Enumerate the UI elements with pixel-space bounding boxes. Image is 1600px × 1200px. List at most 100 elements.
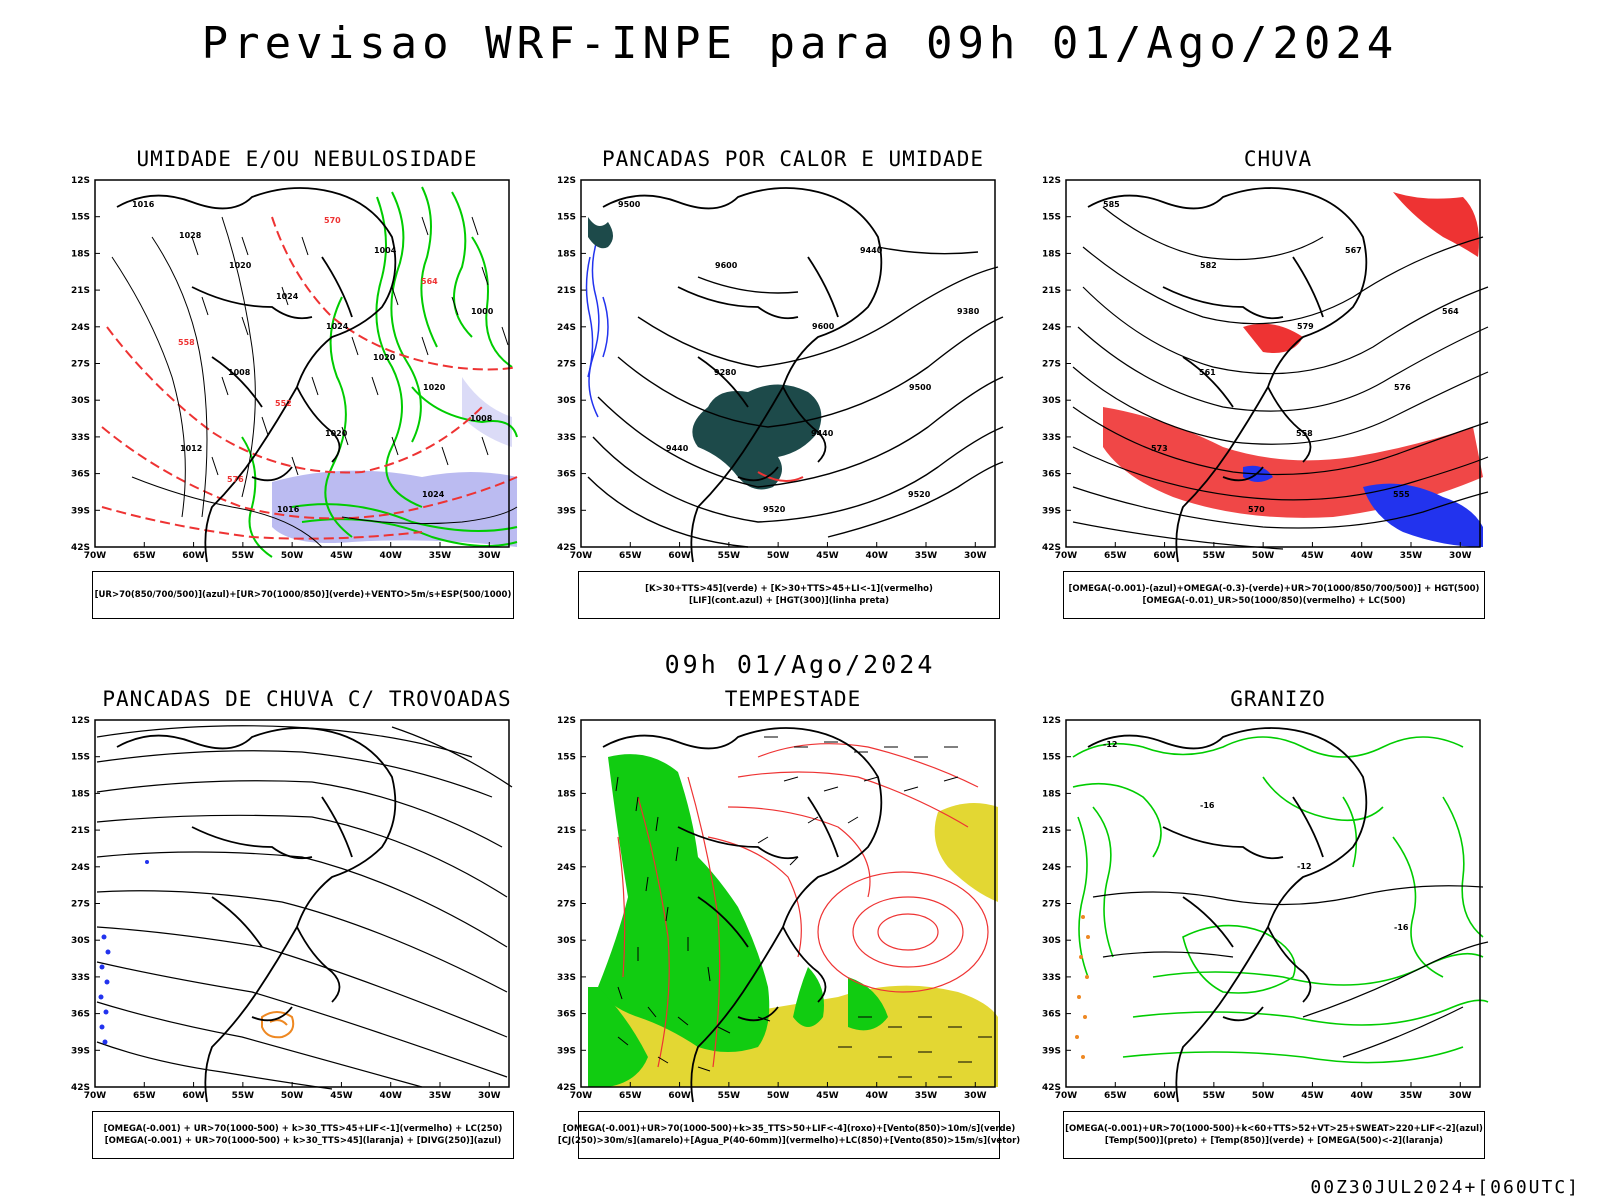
lon-tick-label: 60W bbox=[1153, 551, 1176, 561]
contour-label: 1000 bbox=[471, 307, 494, 316]
contour-label: 582 bbox=[1200, 261, 1217, 270]
lon-tick-label: 40W bbox=[1350, 1091, 1373, 1101]
lat-tick-label: 18S bbox=[1042, 789, 1061, 799]
lat-tick-label: 30S bbox=[71, 396, 90, 406]
contour-label: 9280 bbox=[714, 368, 737, 377]
lon-tick-label: 30W bbox=[478, 551, 501, 561]
contour-label: -12 bbox=[1297, 862, 1311, 871]
lat-tick-label: 39S bbox=[1042, 506, 1061, 516]
lon-tick-label: 50W bbox=[1252, 1091, 1275, 1101]
panel-umidade: UMIDADE E/OU NEBULOSIDADE bbox=[71, 147, 522, 632]
contour-label: 9380 bbox=[957, 307, 980, 316]
lon-tick-label: 65W bbox=[619, 1091, 642, 1101]
lat-tick-label: 33S bbox=[557, 973, 576, 983]
contour-label: 552 bbox=[275, 399, 292, 408]
panel-granizo: GRANIZO bbox=[1042, 687, 1493, 1172]
lon-tick-label: 45W bbox=[816, 1091, 839, 1101]
contour-label: 9440 bbox=[811, 429, 834, 438]
lat-tick-label: 12S bbox=[557, 176, 576, 186]
contour-label: 576 bbox=[227, 475, 244, 484]
contour-label: 9440 bbox=[666, 444, 689, 453]
lat-tick-label: 33S bbox=[71, 973, 90, 983]
contour-label: 570 bbox=[324, 216, 341, 225]
lon-tick-label: 50W bbox=[767, 551, 790, 561]
contour-label: -16 bbox=[1394, 923, 1409, 932]
lat-tick-label: 42S bbox=[557, 1083, 576, 1093]
lat-tick-label: 12S bbox=[1042, 176, 1061, 186]
panel-caption: [UR>70(850/700/500)](azul)+[UR>70(1000/8… bbox=[92, 571, 514, 619]
lat-tick-label: 36S bbox=[557, 1010, 576, 1020]
lon-tick-label: 40W bbox=[1350, 551, 1373, 561]
lon-tick-label: 55W bbox=[718, 551, 741, 561]
lat-tick-label: 36S bbox=[557, 470, 576, 480]
lon-tick-label: 30W bbox=[1449, 551, 1472, 561]
lat-tick-label: 12S bbox=[71, 716, 90, 726]
lon-tick-label: 70W bbox=[84, 1091, 107, 1101]
lat-tick-label: 12S bbox=[71, 176, 90, 186]
lon-tick-label: 30W bbox=[964, 1091, 987, 1101]
contour-label: 567 bbox=[1345, 246, 1362, 255]
lat-tick-label: 39S bbox=[71, 1046, 90, 1056]
contour-label: 1008 bbox=[228, 368, 251, 377]
lat-tick-label: 18S bbox=[1042, 249, 1061, 259]
lat-tick-label: 24S bbox=[71, 323, 90, 333]
contour-label: 1016 bbox=[277, 505, 300, 514]
lat-tick-label: 30S bbox=[1042, 936, 1061, 946]
lon-tick-label: 55W bbox=[232, 551, 255, 561]
lon-tick-label: 65W bbox=[133, 551, 156, 561]
lon-tick-label: 45W bbox=[330, 1091, 353, 1101]
contour-label: -12 bbox=[1103, 740, 1117, 749]
lat-tick-label: 21S bbox=[71, 826, 90, 836]
lon-tick-label: 50W bbox=[281, 551, 304, 561]
panel-caption: [K>30+TTS>45](verde) + [K>30+TTS>45+LI<-… bbox=[578, 571, 1000, 619]
lat-tick-label: 24S bbox=[557, 863, 576, 873]
lon-tick-label: 50W bbox=[281, 1091, 304, 1101]
contour-label: 564 bbox=[421, 277, 438, 286]
panel-caption: [OMEGA(-0.001)+UR>70(1000-500)+k>35_TTS>… bbox=[558, 1111, 1020, 1159]
contour-label: 1020 bbox=[229, 261, 252, 270]
contour-label: 555 bbox=[1393, 490, 1410, 499]
lat-tick-label: 33S bbox=[1042, 973, 1061, 983]
lon-tick-label: 60W bbox=[668, 1091, 691, 1101]
lat-tick-label: 33S bbox=[71, 433, 90, 443]
lon-tick-label: 70W bbox=[84, 551, 107, 561]
lon-tick-label: 60W bbox=[182, 551, 205, 561]
lat-tick-label: 12S bbox=[1042, 716, 1061, 726]
lon-tick-label: 40W bbox=[865, 1091, 888, 1101]
lat-tick-label: 27S bbox=[1042, 900, 1061, 910]
contour-label: 9520 bbox=[908, 490, 931, 499]
lon-tick-label: 55W bbox=[232, 1091, 255, 1101]
contour-label: 1004 bbox=[374, 246, 397, 255]
lon-tick-label: 35W bbox=[1400, 551, 1423, 561]
contour-label: 1016 bbox=[132, 200, 155, 209]
contour-label: 558 bbox=[178, 338, 195, 347]
lat-tick-label: 39S bbox=[71, 506, 90, 516]
lon-tick-label: 70W bbox=[1055, 551, 1078, 561]
lon-tick-label: 30W bbox=[964, 551, 987, 561]
lon-tick-label: 45W bbox=[330, 551, 353, 561]
contour-label: 1024 bbox=[326, 322, 349, 331]
contour-label: 1012 bbox=[180, 444, 202, 453]
panel-caption: [OMEGA(-0.001)-(azul)+OMEGA(-0.3)-(verde… bbox=[1063, 571, 1485, 619]
lat-tick-label: 24S bbox=[557, 323, 576, 333]
contour-label: 9500 bbox=[618, 200, 641, 209]
contour-label: 573 bbox=[1151, 444, 1168, 453]
contour-label: 570 bbox=[1248, 505, 1265, 514]
contour-label: 558 bbox=[1296, 429, 1313, 438]
panel-title: PANCADAS POR CALOR E UMIDADE bbox=[601, 147, 984, 171]
lat-tick-label: 33S bbox=[1042, 433, 1061, 443]
lat-tick-label: 36S bbox=[71, 470, 90, 480]
lon-tick-label: 65W bbox=[1104, 551, 1127, 561]
lon-tick-label: 30W bbox=[1449, 1091, 1472, 1101]
lon-tick-label: 65W bbox=[133, 1091, 156, 1101]
lon-tick-label: 40W bbox=[865, 551, 888, 561]
lat-tick-label: 36S bbox=[1042, 1010, 1061, 1020]
lat-tick-label: 30S bbox=[1042, 396, 1061, 406]
panel-title: CHUVA bbox=[1243, 147, 1313, 171]
lat-tick-label: 27S bbox=[557, 900, 576, 910]
contour-label: 564 bbox=[1442, 307, 1459, 316]
lat-tick-label: 42S bbox=[71, 543, 90, 553]
contour-label: 1020 bbox=[423, 383, 446, 392]
